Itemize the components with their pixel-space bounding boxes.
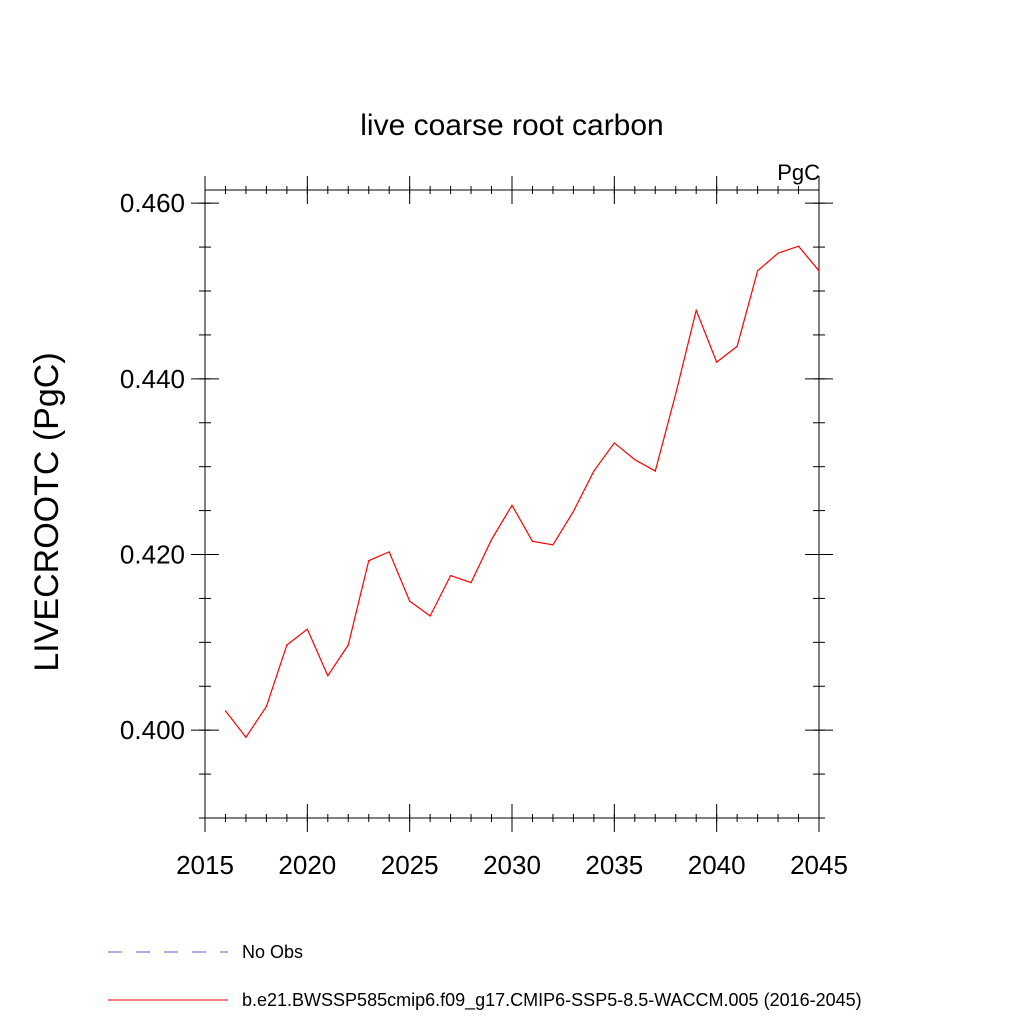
y-tick-label: 0.460 — [120, 188, 185, 218]
series-point — [613, 442, 615, 444]
x-tick-label: 2035 — [585, 850, 643, 880]
y-tick-label: 0.420 — [120, 540, 185, 570]
plot-frame — [204, 189, 820, 819]
series-point — [450, 574, 452, 577]
series-point — [265, 705, 267, 708]
x-axis-ticks: 2015 2020 2025 2030 2035 2040 2045 — [176, 176, 848, 880]
series-point — [286, 644, 288, 646]
y-tick-label: 0.400 — [120, 715, 185, 745]
series-point — [429, 615, 431, 617]
series-point — [409, 600, 411, 602]
series-point — [797, 245, 800, 247]
y-tick-label: 0.440 — [120, 364, 185, 394]
series-point — [347, 644, 349, 646]
legend-label-no-obs: No Obs — [242, 942, 303, 962]
series-point — [572, 510, 575, 513]
x-tick-label: 2045 — [790, 850, 848, 880]
chart-title: live coarse root carbon — [360, 109, 664, 142]
series-point — [470, 582, 472, 584]
series-point — [757, 270, 759, 272]
series-point — [306, 628, 308, 630]
series-point — [593, 470, 595, 472]
x-tick-label: 2020 — [278, 850, 336, 880]
y-axis-ticks: 0.400 0.420 0.440 0.460 — [120, 188, 833, 819]
series-point — [634, 459, 636, 461]
legend-label-model: b.e21.BWSSP585cmip6.f09_g17.CMIP6-SSP5-8… — [242, 990, 862, 1011]
series-point — [224, 710, 227, 712]
x-tick-label: 2025 — [381, 850, 439, 880]
x-tick-label: 2015 — [176, 850, 234, 880]
units-label: PgC — [777, 160, 820, 185]
series-point — [490, 538, 493, 541]
legend: No Obs b.e21.BWSSP585cmip6.f09_g17.CMIP6… — [108, 942, 862, 1011]
series-point — [388, 551, 390, 553]
series-point — [327, 675, 329, 677]
x-tick-label: 2040 — [688, 850, 746, 880]
series-point — [736, 345, 738, 347]
series-point — [818, 270, 820, 272]
series-point — [245, 736, 247, 738]
series-point — [511, 504, 513, 506]
series-point — [695, 309, 697, 311]
x-tick-label: 2030 — [483, 850, 541, 880]
series-point — [777, 252, 779, 254]
series-point — [654, 470, 656, 472]
series-point — [552, 544, 554, 546]
series-line — [224, 245, 820, 739]
series-layer — [224, 245, 820, 739]
series-point — [716, 361, 718, 363]
series-point — [531, 540, 534, 542]
y-axis-label: LIVECROOTC (PgC) — [28, 352, 66, 671]
series-point — [368, 560, 370, 562]
series-point — [675, 393, 677, 395]
